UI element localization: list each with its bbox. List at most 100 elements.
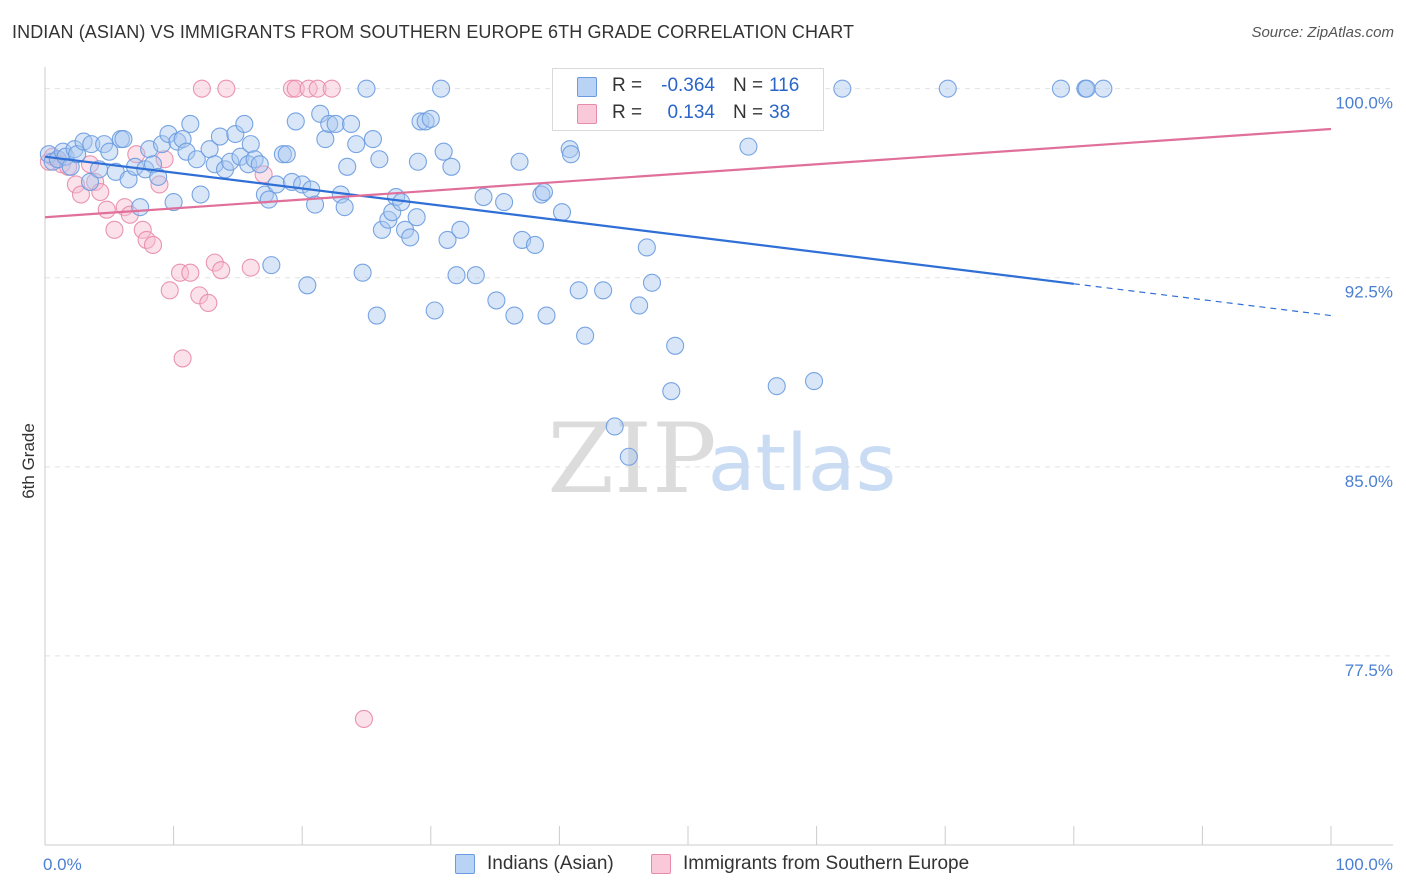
point-indians <box>383 203 402 222</box>
point-indians <box>432 79 451 98</box>
point-indians <box>552 203 572 222</box>
stats-row-immigrants: R = 0.134 N = 38 <box>553 101 823 127</box>
point-indians <box>434 142 453 161</box>
point-indians <box>619 447 638 466</box>
point-indians <box>367 306 386 325</box>
point-indians <box>259 190 278 209</box>
point-indians <box>630 296 649 315</box>
point-indians <box>474 188 493 207</box>
point-indians <box>804 372 824 391</box>
point-indians <box>187 150 206 169</box>
point-indians <box>407 208 426 227</box>
axes <box>44 67 1393 846</box>
x-tick-label-max: 100.0% <box>1335 855 1393 874</box>
point-immigrants <box>190 286 209 305</box>
y-tick-label: 77.5% <box>1345 661 1393 680</box>
trend-line-extension <box>1073 283 1332 317</box>
point-indians <box>347 135 366 154</box>
pink-swatch <box>651 854 671 874</box>
point-indians <box>65 140 84 159</box>
point-indians <box>505 306 524 325</box>
point-indians <box>191 185 210 204</box>
point-indians <box>82 135 101 154</box>
point-indians <box>298 276 317 295</box>
point-immigrants <box>199 293 218 312</box>
point-indians <box>210 127 229 146</box>
point-indians <box>205 155 224 174</box>
chart-title: INDIAN (ASIAN) VS IMMIGRANTS FROM SOUTHE… <box>12 22 855 42</box>
point-immigrants <box>286 79 305 98</box>
point-indians <box>451 220 470 239</box>
point-indians <box>425 301 444 320</box>
point-immigrants <box>170 263 190 282</box>
r-label: R = <box>612 75 643 96</box>
point-indians <box>164 193 183 212</box>
point-immigrants <box>71 185 91 204</box>
point-indians <box>250 155 269 174</box>
y-tick-label: 92.5% <box>1345 283 1393 302</box>
source-credit: Source: ZipAtlas.com <box>1251 24 1394 41</box>
watermark-atlas: atlas <box>708 419 897 509</box>
point-indians <box>326 114 345 133</box>
series-legend: Indians (Asian) Immigrants from Southern… <box>0 852 1406 878</box>
point-indians <box>149 167 168 186</box>
point-indians <box>416 112 435 131</box>
point-indians <box>938 79 957 98</box>
point-indians <box>767 377 786 396</box>
point-indians <box>637 238 656 257</box>
point-indians <box>605 417 624 436</box>
point-indians <box>510 152 529 171</box>
point-indians <box>569 281 588 300</box>
point-indians <box>408 152 427 171</box>
stats-row-indians: R = -0.364 N = 116 <box>553 74 823 100</box>
point-indians <box>342 114 361 133</box>
point-indians <box>286 112 305 131</box>
point-indians <box>421 109 440 128</box>
point-indians <box>363 130 382 149</box>
point-indians <box>370 150 389 169</box>
blue-swatch <box>577 77 597 97</box>
point-immigrants <box>192 79 211 98</box>
watermark: ZIP atlas <box>547 403 896 515</box>
y-tick-label: 85.0% <box>1345 472 1393 491</box>
point-indians <box>262 256 281 275</box>
point-indians <box>56 147 75 166</box>
point-immigrants <box>205 253 224 272</box>
point-immigrants <box>160 281 179 300</box>
point-indians <box>181 114 200 133</box>
point-indians <box>221 152 240 171</box>
point-immigrants <box>322 79 341 98</box>
point-immigrants <box>212 261 231 280</box>
trend-line-indians <box>44 155 1074 285</box>
x-tick-label-min: 0.0% <box>43 855 82 874</box>
point-indians <box>114 130 133 149</box>
y-tick-label: 100.0% <box>1335 94 1393 113</box>
point-indians <box>335 198 354 217</box>
point-indians <box>642 273 662 292</box>
trend-line-immigrants <box>44 127 1332 219</box>
point-indians <box>1077 79 1096 98</box>
point-indians <box>666 336 685 355</box>
point-immigrants <box>143 235 163 255</box>
point-indians <box>53 142 73 161</box>
point-immigrants <box>97 200 116 219</box>
point-indians <box>662 382 681 401</box>
point-indians <box>357 79 376 98</box>
r-value-indians: -0.364 <box>661 75 715 96</box>
point-indians <box>594 281 613 300</box>
point-indians <box>245 150 264 169</box>
point-indians <box>177 142 196 161</box>
y-tick-labels: 100.0% 92.5% 85.0% 77.5% <box>1335 94 1393 680</box>
point-indians <box>525 235 545 255</box>
point-indians <box>833 79 852 98</box>
point-immigrants <box>173 349 192 368</box>
point-indians <box>534 182 554 202</box>
y-axis-label: 6th Grade <box>19 423 38 499</box>
n-value-indians: 116 <box>769 75 800 96</box>
point-indians <box>353 263 372 282</box>
point-immigrants <box>217 79 236 98</box>
point-indians <box>235 114 254 133</box>
point-indians <box>226 124 245 144</box>
n-value-immigrants: 38 <box>769 102 791 123</box>
pink-swatch <box>577 104 597 124</box>
